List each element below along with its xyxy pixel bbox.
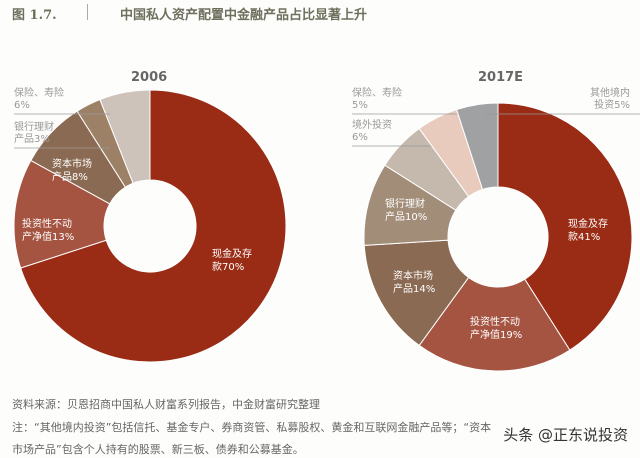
divider [87, 4, 88, 20]
chart-title-2017e: 2017E [478, 70, 524, 85]
slice-label: 银行理财 产品10% [385, 199, 428, 223]
footnote-line2: 市场产品”包含个人持有的股票、新三板、债券和公募基金。 [12, 443, 304, 456]
donut-slice [20, 89, 287, 363]
slice-label: 投资性不动 产净值19% [470, 317, 523, 341]
slice-label: 其他境内 投资5% [590, 88, 630, 111]
figure-number: 图 1.7. [12, 8, 57, 23]
footnote-line1: 注：“其他境内投资”包括信托、基金专户、券商资管、私募股权、黄金和互联网金融产品… [12, 421, 492, 434]
donut-slice [363, 239, 470, 347]
slice-label: 投资性不动 产净值13% [22, 219, 75, 243]
slice-label: 保险、寿险 5% [352, 88, 402, 111]
donut-slice [497, 102, 633, 351]
watermark: 头条 @正东说投资 [503, 426, 628, 444]
donut-slice [99, 89, 151, 184]
slice-label: 资本市场 产品14% [393, 271, 436, 295]
donut-slice [418, 276, 571, 372]
figure-title: 中国私人资产配置中金融产品占比显著上升 [120, 8, 368, 23]
slice-label: 境外投资 6% [352, 120, 392, 143]
slice-label: 现金及存 款70% [212, 249, 252, 273]
chart-title-2006: 2006 [131, 70, 168, 85]
slice-label: 资本市场 产品8% [52, 159, 92, 183]
source-note: 资料来源：贝恩招商中国私人财富系列报告，中金财富研究整理 [12, 398, 320, 411]
slice-label: 保险、寿险 6% [14, 88, 64, 111]
slice-label: 银行理财 产品3% [14, 122, 54, 145]
donut-slice [13, 159, 111, 269]
slice-label: 现金及存 款41% [568, 219, 608, 243]
donut-slice [455, 102, 499, 191]
